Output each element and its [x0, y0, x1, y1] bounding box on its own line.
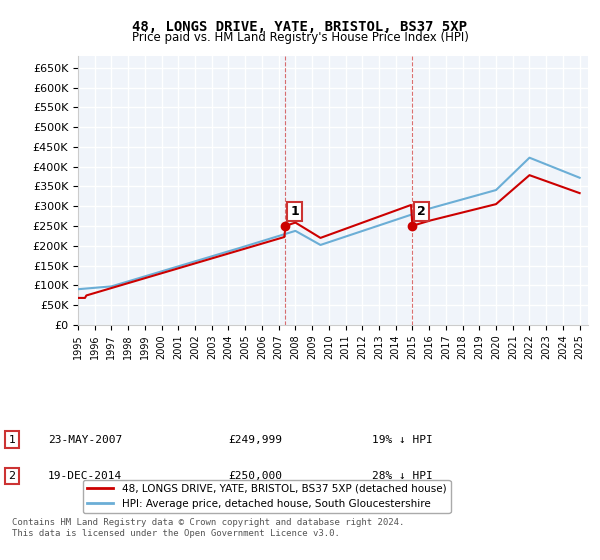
Legend: 48, LONGS DRIVE, YATE, BRISTOL, BS37 5XP (detached house), HPI: Average price, d: 48, LONGS DRIVE, YATE, BRISTOL, BS37 5XP… — [83, 479, 451, 513]
Text: £249,999: £249,999 — [228, 435, 282, 445]
Text: 1: 1 — [8, 435, 16, 445]
Text: 2: 2 — [417, 205, 425, 218]
Text: 23-MAY-2007: 23-MAY-2007 — [48, 435, 122, 445]
Text: 19% ↓ HPI: 19% ↓ HPI — [372, 435, 433, 445]
Text: 48, LONGS DRIVE, YATE, BRISTOL, BS37 5XP: 48, LONGS DRIVE, YATE, BRISTOL, BS37 5XP — [133, 20, 467, 34]
Text: 19-DEC-2014: 19-DEC-2014 — [48, 471, 122, 481]
Text: 28% ↓ HPI: 28% ↓ HPI — [372, 471, 433, 481]
Text: Contains HM Land Registry data © Crown copyright and database right 2024.
This d: Contains HM Land Registry data © Crown c… — [12, 518, 404, 538]
Text: 1: 1 — [290, 205, 299, 218]
Text: £250,000: £250,000 — [228, 471, 282, 481]
Text: 2: 2 — [8, 471, 16, 481]
Text: Price paid vs. HM Land Registry's House Price Index (HPI): Price paid vs. HM Land Registry's House … — [131, 31, 469, 44]
